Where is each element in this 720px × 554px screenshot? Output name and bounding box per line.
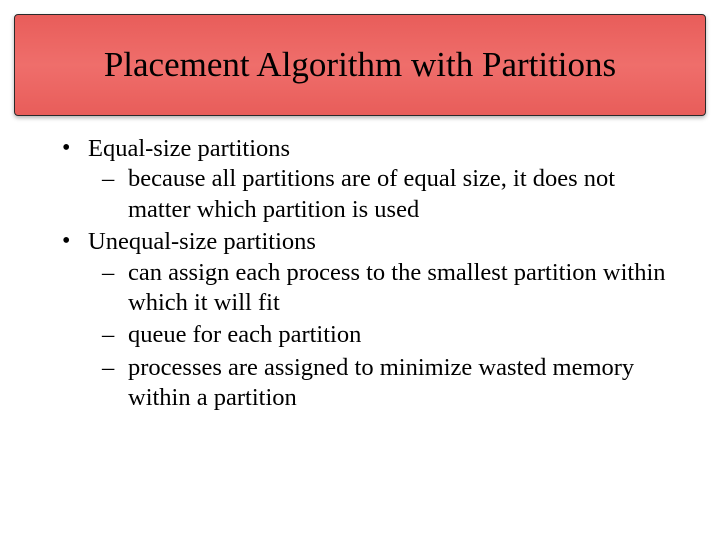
sub-item: queue for each partition xyxy=(88,320,680,350)
sub-list: can assign each process to the smallest … xyxy=(88,258,680,414)
bullet-text: Equal-size partitions xyxy=(88,135,290,162)
slide-title-bar: Placement Algorithm with Partitions xyxy=(14,14,706,116)
bullet-item: Unequal-size partitions can assign each … xyxy=(40,227,680,413)
sub-list: because all partitions are of equal size… xyxy=(88,164,680,225)
sub-item: because all partitions are of equal size… xyxy=(88,164,680,225)
sub-item: processes are assigned to minimize waste… xyxy=(88,353,680,414)
slide-title: Placement Algorithm with Partitions xyxy=(104,44,616,86)
sub-item: can assign each process to the smallest … xyxy=(88,258,680,319)
bullet-list: Equal-size partitions because all partit… xyxy=(40,134,680,413)
bullet-text: Unequal-size partitions xyxy=(88,228,316,255)
slide-content: Equal-size partitions because all partit… xyxy=(0,116,720,413)
bullet-item: Equal-size partitions because all partit… xyxy=(40,134,680,225)
